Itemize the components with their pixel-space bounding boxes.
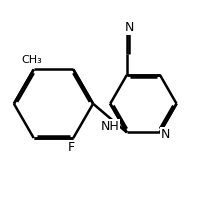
Text: NH: NH xyxy=(101,120,119,133)
Text: F: F xyxy=(68,141,75,154)
Text: N: N xyxy=(125,21,134,34)
Text: N: N xyxy=(161,128,170,141)
Text: CH₃: CH₃ xyxy=(21,55,42,65)
